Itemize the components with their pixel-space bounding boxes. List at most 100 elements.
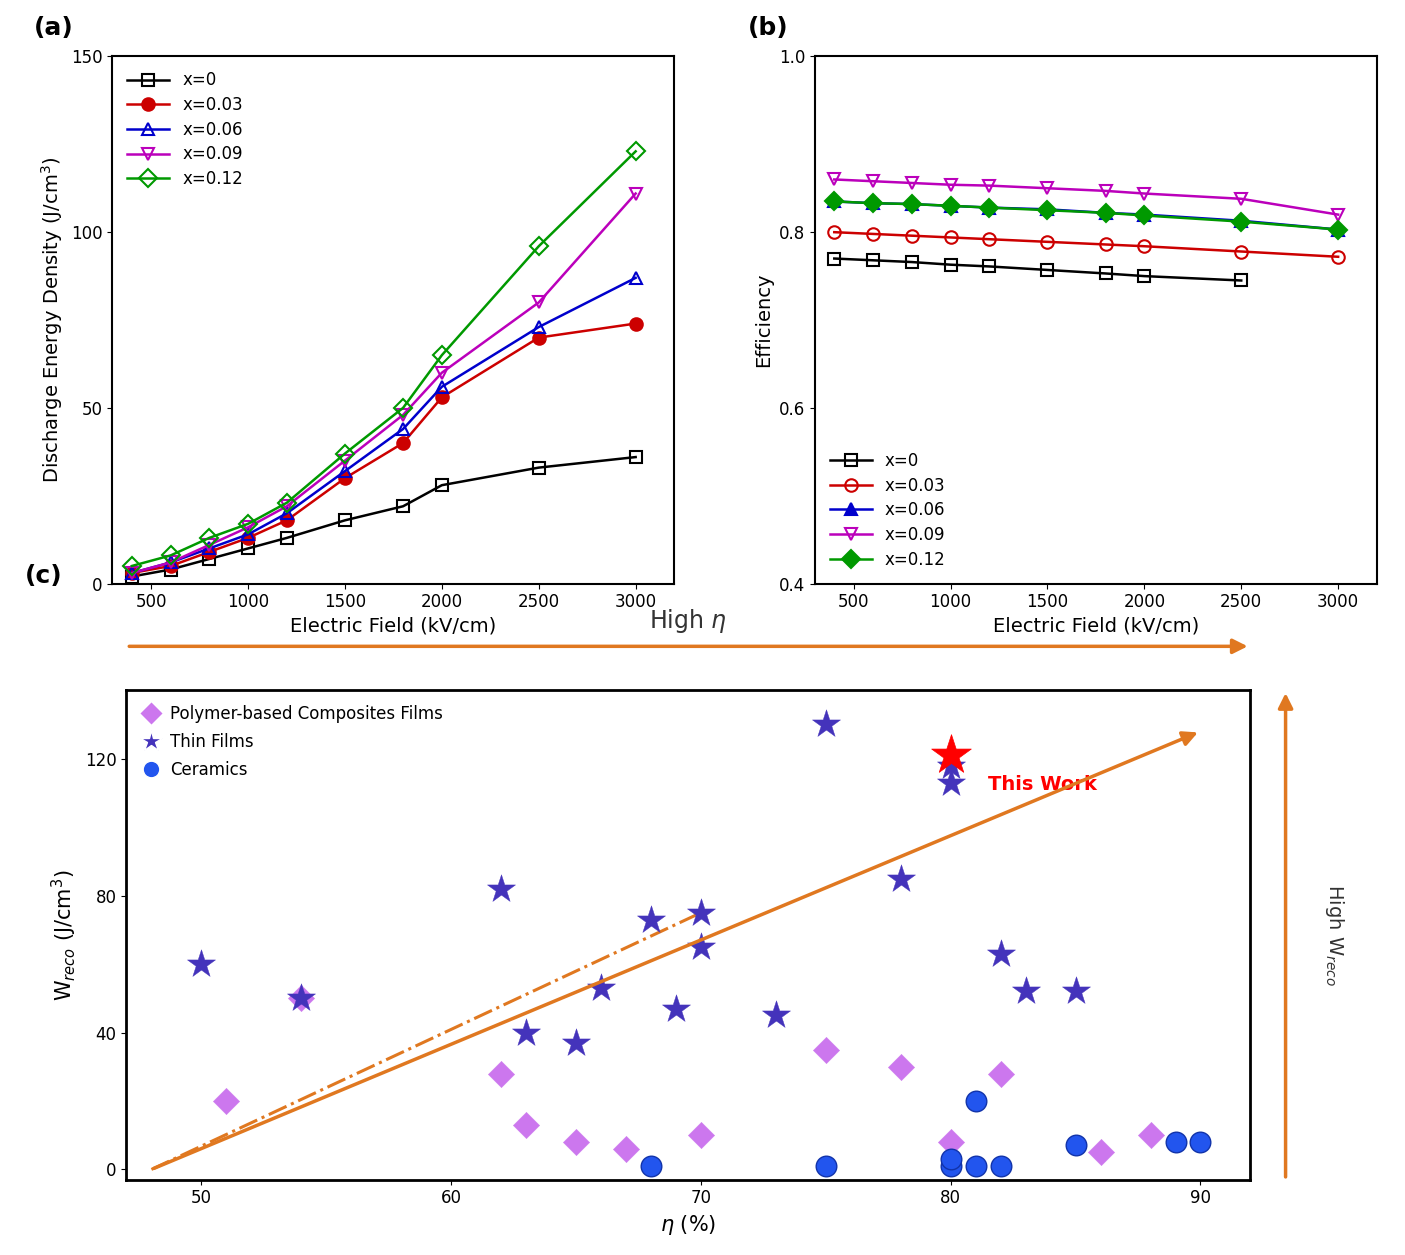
x=0.09 bbox=[337, 453, 354, 468]
x=0.12 bbox=[627, 144, 643, 159]
x=0.06 bbox=[395, 422, 412, 437]
x=0.09 bbox=[433, 365, 450, 380]
X-axis label: $\eta$ (%): $\eta$ (%) bbox=[660, 1214, 717, 1237]
Line: x=0: x=0 bbox=[828, 252, 1248, 286]
x=0.12 bbox=[864, 196, 881, 211]
Line: x=0.03: x=0.03 bbox=[828, 226, 1345, 264]
x=0.09 bbox=[201, 537, 218, 552]
x=0.03 bbox=[981, 232, 998, 247]
x=0.12 bbox=[1040, 202, 1057, 217]
x=0 bbox=[903, 255, 920, 270]
Line: x=0.12: x=0.12 bbox=[125, 146, 642, 572]
Point bbox=[989, 944, 1012, 964]
Point bbox=[1165, 1132, 1187, 1152]
x=0 bbox=[278, 531, 295, 546]
x=0.03 bbox=[1040, 235, 1057, 250]
Point bbox=[565, 1132, 587, 1152]
x=0.12 bbox=[943, 198, 960, 213]
x=0 bbox=[530, 461, 547, 476]
Point bbox=[940, 773, 962, 793]
x=0 bbox=[981, 259, 998, 274]
x=0.03 bbox=[903, 228, 920, 243]
Text: High W$_{reco}$: High W$_{reco}$ bbox=[1324, 884, 1346, 986]
Text: This Work: This Work bbox=[988, 774, 1097, 793]
x=0.03 bbox=[1135, 238, 1152, 254]
x=0.09 bbox=[826, 172, 843, 187]
x=0.06 bbox=[278, 506, 295, 521]
x=0.09 bbox=[981, 178, 998, 193]
x=0.09 bbox=[162, 555, 178, 570]
Point bbox=[1065, 981, 1087, 1001]
x=0.06 bbox=[903, 197, 920, 212]
Point bbox=[190, 954, 212, 974]
x=0.12 bbox=[395, 400, 412, 415]
x=0.06 bbox=[124, 566, 140, 581]
Line: x=0: x=0 bbox=[125, 451, 642, 582]
x=0.03 bbox=[627, 316, 643, 331]
Point bbox=[1189, 1132, 1211, 1152]
x=0.06 bbox=[240, 527, 257, 542]
x=0.06 bbox=[433, 379, 450, 394]
x=0.12 bbox=[1135, 208, 1152, 223]
x=0 bbox=[1232, 272, 1249, 287]
Legend: x=0, x=0.03, x=0.06, x=0.09, x=0.12: x=0, x=0.03, x=0.06, x=0.09, x=0.12 bbox=[121, 65, 250, 195]
x=0.06 bbox=[943, 198, 960, 213]
x=0.03 bbox=[826, 225, 843, 240]
x=0 bbox=[627, 449, 643, 464]
Point bbox=[964, 1091, 986, 1111]
Point bbox=[514, 1114, 537, 1135]
x=0.06 bbox=[530, 320, 547, 335]
x=0.06 bbox=[337, 463, 354, 478]
Point bbox=[764, 1005, 787, 1025]
x=0 bbox=[240, 541, 257, 556]
Line: x=0.09: x=0.09 bbox=[828, 173, 1345, 221]
Y-axis label: Efficiency: Efficiency bbox=[754, 272, 773, 368]
x=0.09 bbox=[627, 186, 643, 201]
Text: (a): (a) bbox=[34, 16, 73, 40]
Point bbox=[289, 988, 312, 1008]
x=0.06 bbox=[1097, 206, 1114, 221]
x=0.09 bbox=[124, 566, 140, 581]
x=0.12 bbox=[1232, 215, 1249, 230]
Point bbox=[1014, 981, 1037, 1001]
x=0.12 bbox=[1097, 206, 1114, 221]
Point bbox=[615, 1138, 638, 1158]
Text: (c): (c) bbox=[25, 563, 63, 587]
Point bbox=[565, 1033, 587, 1053]
Y-axis label: Discharge Energy Density (J/cm$^3$): Discharge Energy Density (J/cm$^3$) bbox=[39, 157, 66, 483]
Point bbox=[815, 1039, 837, 1059]
x=0.09 bbox=[1329, 207, 1346, 222]
x=0 bbox=[864, 252, 881, 267]
Point bbox=[590, 978, 613, 998]
x=0.12 bbox=[433, 348, 450, 363]
Point bbox=[940, 1150, 962, 1170]
Point bbox=[215, 1091, 237, 1111]
Line: x=0.06: x=0.06 bbox=[828, 196, 1345, 236]
x=0 bbox=[943, 257, 960, 272]
Point bbox=[690, 1126, 712, 1146]
X-axis label: Electric Field (kV/cm): Electric Field (kV/cm) bbox=[291, 617, 496, 636]
x=0.09 bbox=[395, 408, 412, 423]
Text: High $\eta$: High $\eta$ bbox=[649, 607, 728, 635]
x=0.03 bbox=[162, 558, 178, 574]
Line: x=0.03: x=0.03 bbox=[125, 318, 642, 580]
X-axis label: Electric Field (kV/cm): Electric Field (kV/cm) bbox=[993, 617, 1198, 636]
x=0.09 bbox=[1040, 181, 1057, 196]
Legend: Polymer-based Composites Films, Thin Films, Ceramics: Polymer-based Composites Films, Thin Fil… bbox=[135, 699, 450, 786]
Point bbox=[989, 1063, 1012, 1083]
Point bbox=[815, 714, 837, 734]
Text: (b): (b) bbox=[747, 16, 788, 40]
Line: x=0.12: x=0.12 bbox=[828, 196, 1345, 236]
Point bbox=[490, 878, 513, 899]
x=0.03 bbox=[201, 545, 218, 560]
x=0.09 bbox=[1097, 183, 1114, 198]
x=0.12 bbox=[826, 193, 843, 208]
x=0.06 bbox=[1232, 213, 1249, 228]
x=0.06 bbox=[864, 196, 881, 211]
x=0.06 bbox=[1040, 202, 1057, 217]
x=0.06 bbox=[1135, 207, 1152, 222]
x=0.06 bbox=[981, 200, 998, 215]
x=0.12 bbox=[124, 558, 140, 574]
Point bbox=[815, 1156, 837, 1176]
x=0.09 bbox=[1135, 186, 1152, 201]
